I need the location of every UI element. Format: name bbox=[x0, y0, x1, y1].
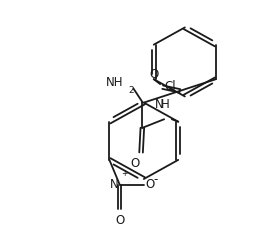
Text: O: O bbox=[130, 158, 139, 170]
Text: Cl: Cl bbox=[164, 80, 176, 93]
Text: N: N bbox=[155, 98, 163, 111]
Text: NH: NH bbox=[106, 76, 123, 89]
Text: N: N bbox=[110, 178, 118, 191]
Text: O: O bbox=[115, 214, 124, 227]
Text: O: O bbox=[150, 68, 159, 81]
Text: +: + bbox=[121, 169, 127, 178]
Text: 2: 2 bbox=[128, 86, 134, 95]
Text: H: H bbox=[161, 98, 170, 111]
Text: -: - bbox=[154, 173, 158, 186]
Text: O: O bbox=[145, 178, 155, 191]
